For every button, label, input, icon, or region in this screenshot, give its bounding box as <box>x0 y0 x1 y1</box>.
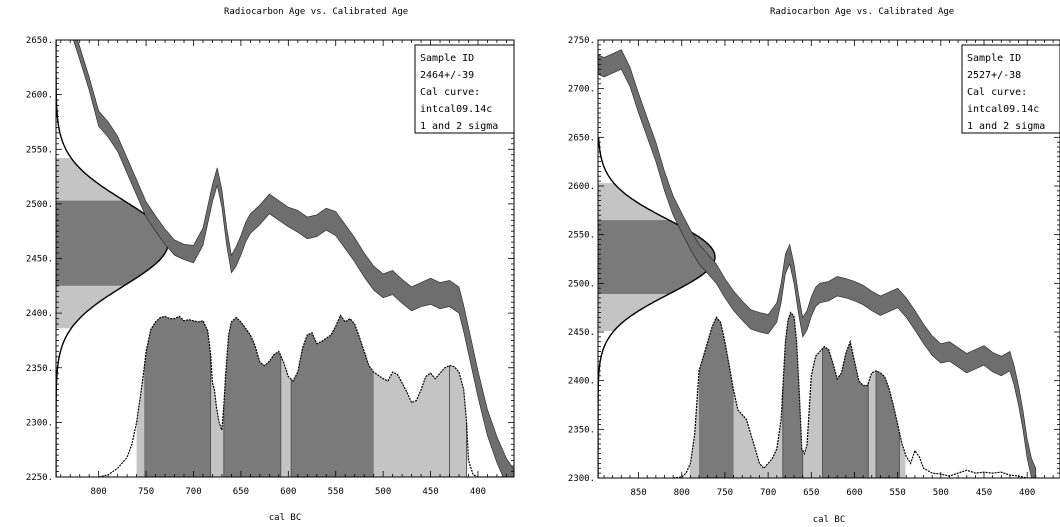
calibration-curve-band <box>73 40 514 477</box>
legend-line: Cal curve: <box>967 87 1027 98</box>
x-tick-label: 450 <box>422 487 438 497</box>
y-tick-label: 2450. <box>568 328 595 338</box>
one-sigma-range <box>223 317 281 477</box>
legend-line: intcal09.14c <box>420 104 492 115</box>
y-tick-label: 2350. <box>26 364 53 374</box>
x-axis-label: cal BC <box>813 515 846 525</box>
legend-box: Sample ID 2464+/-39 Cal curve: intcal09.14c… <box>414 44 515 134</box>
legend-box: Sample ID 2527+/-38 Cal curve: intcal09.14c… <box>961 44 1060 134</box>
y-tick-label: 2550. <box>568 231 595 241</box>
legend-line: Sample ID <box>420 53 474 64</box>
y-tick-label: 2400. <box>26 309 53 319</box>
x-axis-label: cal BC <box>269 513 302 523</box>
legend-line: 1 and 2 sigma <box>967 121 1045 132</box>
y-tick-label: 2450. <box>26 255 53 265</box>
gaussian-one-sigma-band <box>56 200 168 286</box>
chart-title: Radiocarbon Age vs. Calibrated Age <box>770 7 954 17</box>
x-tick-label: 800 <box>91 487 107 497</box>
right-chart-panel: Radiocarbon Age vs. Calibrated Age 2300. 2… <box>568 7 1060 525</box>
y-tick-label: 2700. <box>568 85 595 95</box>
y-tick-label: 2350. <box>568 425 595 435</box>
y-tick-label: 2300. <box>568 474 595 484</box>
probability-curve <box>673 311 1036 478</box>
y-tick-label: 2550. <box>26 145 53 155</box>
x-tick-label: 500 <box>933 488 949 498</box>
y-tick-label: 2250. <box>26 473 53 483</box>
y-tick-label: 2500. <box>26 200 53 210</box>
legend-frame <box>961 44 1060 134</box>
one-sigma-range <box>291 315 374 477</box>
y-tick-label: 2400. <box>568 377 595 387</box>
x-tick-label: 750 <box>138 487 154 497</box>
plot-area <box>598 49 1037 478</box>
legend-line: Cal curve: <box>420 87 480 98</box>
x-tick-label: 800 <box>674 488 690 498</box>
x-tick-label: 500 <box>375 487 391 497</box>
x-tick-label: 700 <box>760 488 776 498</box>
one-sigma-range <box>699 317 734 478</box>
one-sigma-range <box>822 341 869 478</box>
x-tick-label: 600 <box>846 488 862 498</box>
legend-line: intcal09.14c <box>967 104 1039 115</box>
y-tick-label: 2600. <box>26 91 53 101</box>
one-sigma-range <box>876 370 900 478</box>
x-tick-label: 400 <box>470 487 486 497</box>
x-tick-label: 450 <box>976 488 992 498</box>
x-tick-label: 750 <box>717 488 733 498</box>
legend-line: 1 and 2 sigma <box>420 121 498 132</box>
x-tick-label: 600 <box>280 487 296 497</box>
probability-curve <box>98 314 507 477</box>
gaussian-curve <box>598 137 716 478</box>
x-tick-label: 850 <box>630 488 646 498</box>
x-tick-label: 700 <box>185 487 201 497</box>
x-tick-label: 550 <box>328 487 344 497</box>
x-tick-label: 400 <box>1019 488 1035 498</box>
y-tick-label: 2300. <box>26 418 53 428</box>
y-tick-label: 2600. <box>568 182 595 192</box>
left-chart-panel: Radiocarbon Age vs. Calibrated Age 2250. 2… <box>26 7 515 523</box>
chart-title: Radiocarbon Age vs. Calibrated Age <box>224 7 408 17</box>
legend-line: Sample ID <box>967 53 1021 64</box>
one-sigma-range <box>144 316 211 477</box>
legend-frame <box>414 44 515 134</box>
x-tick-label: 650 <box>803 488 819 498</box>
legend-line: 2464+/-39 <box>420 70 474 81</box>
plot-area <box>56 40 514 477</box>
calibration-curve-band <box>598 49 1037 478</box>
y-tick-label: 2650. <box>568 133 595 143</box>
legend-line: 2527+/-38 <box>967 70 1021 81</box>
x-tick-label: 650 <box>233 487 249 497</box>
y-tick-label: 2650. <box>26 36 53 46</box>
one-sigma-range <box>782 312 803 478</box>
x-tick-label: 550 <box>890 488 906 498</box>
y-tick-label: 2500. <box>568 279 595 289</box>
y-tick-label: 2750. <box>568 36 595 46</box>
